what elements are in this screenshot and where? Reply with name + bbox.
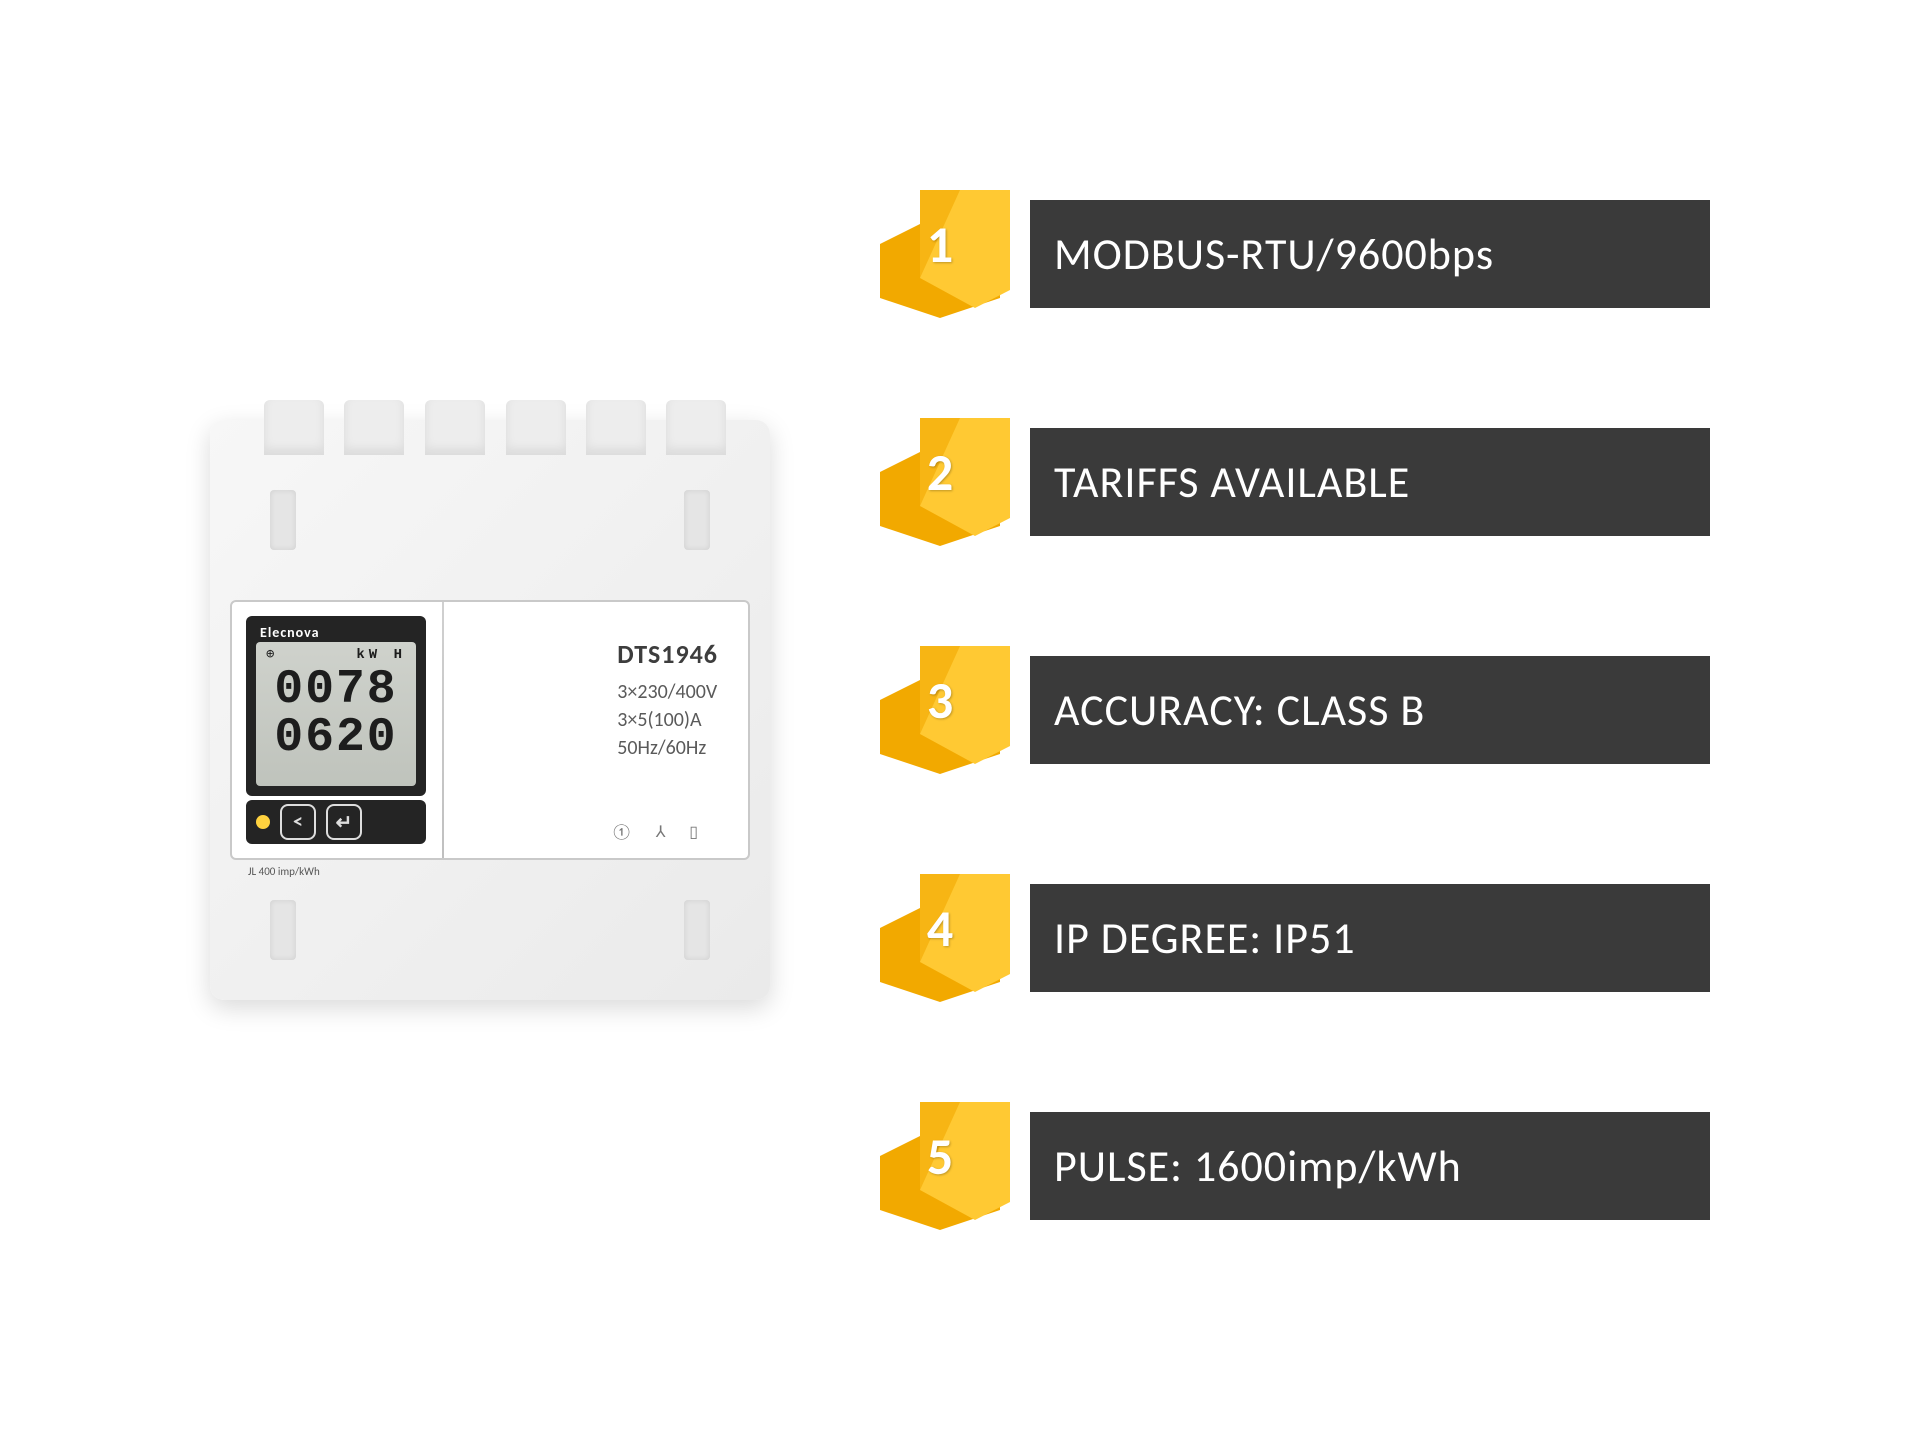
feature-list: 1MODBUS-RTU/9600bps 2TARIFFS AVAILABLE 3… bbox=[880, 200, 1710, 1340]
feature-row: 1MODBUS-RTU/9600bps bbox=[880, 200, 1710, 308]
enter-button-icon: ↵ bbox=[326, 804, 362, 840]
spec-line: 3×5(100)A bbox=[617, 706, 718, 734]
feature-badge: 1 bbox=[880, 190, 1020, 318]
model-info: DTS1946 3×230/400V 3×5(100)A 50Hz/60Hz bbox=[617, 636, 718, 762]
lcd-plus-icon: ⊕ bbox=[266, 648, 276, 662]
spec-line: 50Hz/60Hz bbox=[617, 734, 718, 762]
panel-icons: ① ⅄ ▯ bbox=[611, 822, 708, 842]
feature-badge: 3 bbox=[880, 646, 1020, 774]
meter-front-panel: Elecnova ⊕ kW H 0078 0620 < ↵ JL 400 imp… bbox=[230, 600, 750, 860]
lcd-unit: kW H bbox=[356, 648, 406, 662]
meter-body: Elecnova ⊕ kW H 0078 0620 < ↵ JL 400 imp… bbox=[210, 420, 770, 1000]
lcd-row-a: 0078 bbox=[274, 666, 397, 714]
feature-label: TARIFFS AVAILABLE bbox=[1030, 428, 1710, 536]
feature-label: MODBUS-RTU/9600bps bbox=[1030, 200, 1710, 308]
feature-number: 3 bbox=[880, 646, 1000, 754]
lcd-frame: Elecnova ⊕ kW H 0078 0620 bbox=[246, 616, 426, 796]
lcd-row-b: 0620 bbox=[274, 714, 397, 762]
back-button-icon: < bbox=[280, 804, 316, 840]
feature-number: 4 bbox=[880, 874, 1000, 982]
feature-label: PULSE: 1600imp/kWh bbox=[1030, 1112, 1710, 1220]
feature-badge: 5 bbox=[880, 1102, 1020, 1230]
model-number: DTS1946 bbox=[617, 636, 718, 672]
button-strip: < ↵ bbox=[246, 800, 426, 844]
feature-number: 1 bbox=[880, 190, 1000, 298]
feature-row: 2TARIFFS AVAILABLE bbox=[880, 428, 1710, 536]
feature-number: 2 bbox=[880, 418, 1000, 526]
feature-label: IP DEGREE: IP51 bbox=[1030, 884, 1710, 992]
feature-row: 4IP DEGREE: IP51 bbox=[880, 884, 1710, 992]
feature-number: 5 bbox=[880, 1102, 1000, 1210]
feature-row: 5PULSE: 1600imp/kWh bbox=[880, 1112, 1710, 1220]
feature-badge: 4 bbox=[880, 874, 1020, 1002]
product-illustration: Elecnova ⊕ kW H 0078 0620 < ↵ JL 400 imp… bbox=[210, 380, 790, 1040]
feature-row: 3ACCURACY: CLASS B bbox=[880, 656, 1710, 764]
led-indicator-icon bbox=[256, 815, 270, 829]
impulse-label: JL 400 imp/kWh bbox=[248, 865, 320, 878]
feature-label: ACCURACY: CLASS B bbox=[1030, 656, 1710, 764]
feature-badge: 2 bbox=[880, 418, 1020, 546]
spec-line: 3×230/400V bbox=[617, 678, 718, 706]
lcd-screen: ⊕ kW H 0078 0620 bbox=[256, 642, 416, 786]
brand-label: Elecnova bbox=[252, 622, 420, 643]
